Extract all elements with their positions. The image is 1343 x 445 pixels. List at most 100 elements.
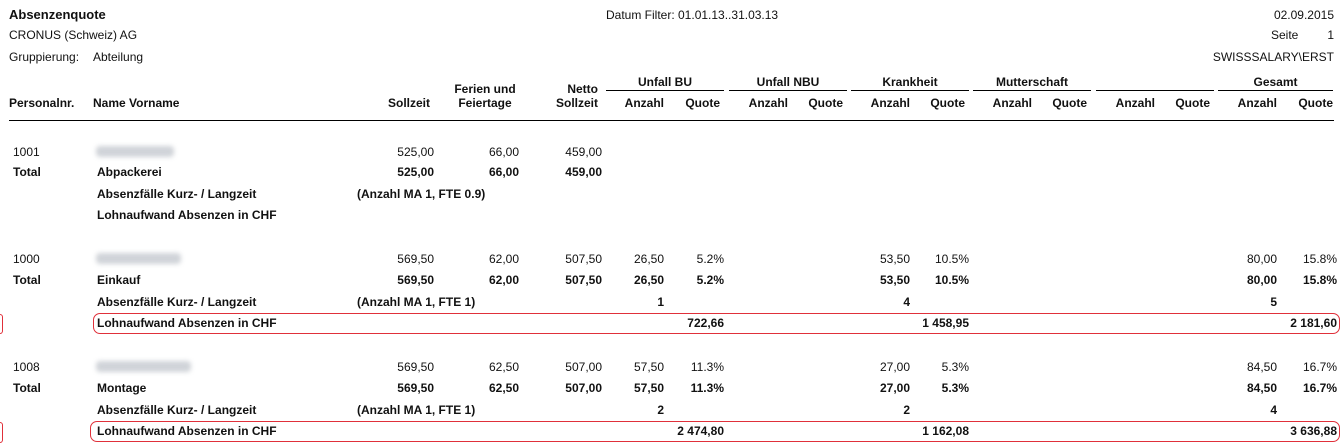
cell-ferien: 66,00 bbox=[488, 145, 519, 159]
cell-kr-quote: 5.3% bbox=[941, 360, 969, 374]
date-filter: Datum Filter: 01.01.13..31.03.13 bbox=[606, 8, 779, 22]
group-unfall-nbu: Unfall NBU bbox=[756, 75, 820, 89]
cell-kr-anzahl: 53,50 bbox=[879, 273, 910, 287]
cell-netto: 507,00 bbox=[565, 360, 602, 374]
user-id: SWISSSALARY\ERST bbox=[1212, 50, 1334, 64]
group-underline bbox=[1218, 90, 1333, 91]
cell-bu-quote: 5.2% bbox=[696, 273, 724, 287]
cases-bu: 1 bbox=[657, 295, 664, 309]
cases-kr: 4 bbox=[903, 295, 910, 309]
grouping-value: Abteilung bbox=[93, 50, 144, 64]
cell-ges-anzahl: 84,50 bbox=[1246, 381, 1277, 395]
cell-sollzeit: 525,00 bbox=[397, 145, 434, 159]
group-unfall-bu: Unfall BU bbox=[638, 75, 692, 89]
cell-netto: 507,50 bbox=[565, 273, 602, 287]
grouping-label: Gruppierung: bbox=[9, 50, 80, 64]
cell-sollzeit: 569,50 bbox=[397, 360, 434, 374]
report-title: Absenzenquote bbox=[9, 7, 106, 22]
cell-kr-quote: 5.3% bbox=[941, 381, 969, 395]
cases-info: (Anzahl MA 1, FTE 1) bbox=[357, 403, 476, 417]
cases-label: Absenzfälle Kurz- / Langzeit bbox=[97, 403, 257, 417]
total-label: Total bbox=[13, 381, 41, 395]
cost-kr: 1 162,08 bbox=[922, 424, 969, 438]
cell-sollzeit: 569,50 bbox=[397, 381, 434, 395]
cell-ferien: 62,00 bbox=[488, 273, 519, 287]
cell-ges-quote: 16.7% bbox=[1302, 381, 1337, 395]
department-name: Einkauf bbox=[97, 273, 141, 287]
total-label: Total bbox=[13, 273, 41, 287]
company-name: CRONUS (Schweiz) AG bbox=[9, 28, 138, 42]
cell-kr-anzahl: 53,50 bbox=[879, 252, 910, 266]
total-label: Total bbox=[13, 165, 41, 179]
col-quote: Quote bbox=[1175, 96, 1210, 110]
cell-sollzeit: 569,50 bbox=[397, 252, 434, 266]
col-quote: Quote bbox=[808, 96, 843, 110]
cell-kr-anzahl: 27,00 bbox=[879, 360, 910, 374]
redacted-name bbox=[96, 146, 174, 157]
highlight-edge-marker bbox=[0, 314, 3, 334]
cell-netto: 459,00 bbox=[565, 145, 602, 159]
col-anzahl: Anzahl bbox=[992, 96, 1032, 110]
cell-netto: 507,50 bbox=[565, 252, 602, 266]
cases-info: (Anzahl MA 1, FTE 0.9) bbox=[357, 187, 486, 201]
cost-label: Lohnaufwand Absenzen in CHF bbox=[97, 208, 277, 222]
cost-kr: 1 458,95 bbox=[922, 316, 969, 330]
cell-bu-anzahl: 26,50 bbox=[633, 273, 664, 287]
redacted-name bbox=[96, 253, 181, 264]
col-quote: Quote bbox=[685, 96, 720, 110]
group-underline bbox=[606, 90, 724, 91]
cell-kr-quote: 10.5% bbox=[934, 273, 969, 287]
col-name: Name Vorname bbox=[93, 96, 180, 110]
cost-bu: 2 474,80 bbox=[677, 424, 724, 438]
cell-ges-quote: 15.8% bbox=[1302, 273, 1337, 287]
cost-label: Lohnaufwand Absenzen in CHF bbox=[97, 424, 277, 438]
cell-netto: 459,00 bbox=[565, 165, 602, 179]
department-name: Abpackerei bbox=[97, 165, 162, 179]
cases-bu: 2 bbox=[657, 403, 664, 417]
cell-netto: 507,00 bbox=[565, 381, 602, 395]
cell-ges-anzahl: 80,00 bbox=[1246, 273, 1277, 287]
cell-bu-quote: 5.2% bbox=[696, 252, 724, 266]
group-mutterschaft: Mutterschaft bbox=[995, 75, 1068, 89]
page-number: 1 bbox=[1327, 28, 1334, 42]
cell-ges-anzahl: 84,50 bbox=[1246, 360, 1277, 374]
cell-sollzeit: 569,50 bbox=[397, 273, 434, 287]
cost-row-highlight bbox=[90, 421, 1340, 442]
col-ferien-line1: Ferien und bbox=[454, 82, 516, 96]
group-underline bbox=[851, 90, 969, 91]
col-ferien-line2: Feiertage bbox=[458, 96, 512, 110]
highlight-edge-marker bbox=[0, 422, 3, 443]
cases-info: (Anzahl MA 1, FTE 1) bbox=[357, 295, 476, 309]
cost-row-highlight bbox=[93, 313, 1340, 334]
col-anzahl: Anzahl bbox=[870, 96, 910, 110]
employee-number: 1008 bbox=[13, 360, 40, 374]
cell-kr-anzahl: 27,00 bbox=[879, 381, 910, 395]
cost-label: Lohnaufwand Absenzen in CHF bbox=[97, 316, 277, 330]
group-krankheit: Krankheit bbox=[882, 75, 938, 89]
cell-bu-quote: 11.3% bbox=[690, 381, 724, 395]
cases-ges: 5 bbox=[1270, 295, 1277, 309]
cell-ges-anzahl: 80,00 bbox=[1246, 252, 1277, 266]
cell-bu-anzahl: 57,50 bbox=[633, 360, 664, 374]
col-netto-line2: Sollzeit bbox=[555, 96, 598, 110]
cases-kr: 2 bbox=[903, 403, 910, 417]
employee-number: 1001 bbox=[13, 145, 40, 159]
header-rule bbox=[9, 120, 1334, 121]
cell-ferien: 62,00 bbox=[488, 252, 519, 266]
cell-ges-quote: 15.8% bbox=[1302, 252, 1337, 266]
cell-ferien: 62,50 bbox=[488, 381, 519, 395]
col-netto-line1: Netto bbox=[567, 82, 598, 96]
page-label: Seite bbox=[1271, 28, 1299, 42]
cell-ges-quote: 16.7% bbox=[1302, 360, 1337, 374]
col-anzahl: Anzahl bbox=[1115, 96, 1155, 110]
cost-ges: 2 181,60 bbox=[1290, 316, 1337, 330]
department-name: Montage bbox=[97, 381, 147, 395]
group-underline bbox=[1096, 90, 1214, 91]
print-date: 02.09.2015 bbox=[1273, 8, 1334, 22]
group-underline bbox=[729, 90, 847, 91]
col-anzahl: Anzahl bbox=[1237, 96, 1277, 110]
employee-number: 1000 bbox=[13, 252, 40, 266]
col-anzahl: Anzahl bbox=[748, 96, 788, 110]
cost-bu: 722,66 bbox=[687, 316, 724, 330]
col-sollzeit: Sollzeit bbox=[387, 96, 430, 110]
